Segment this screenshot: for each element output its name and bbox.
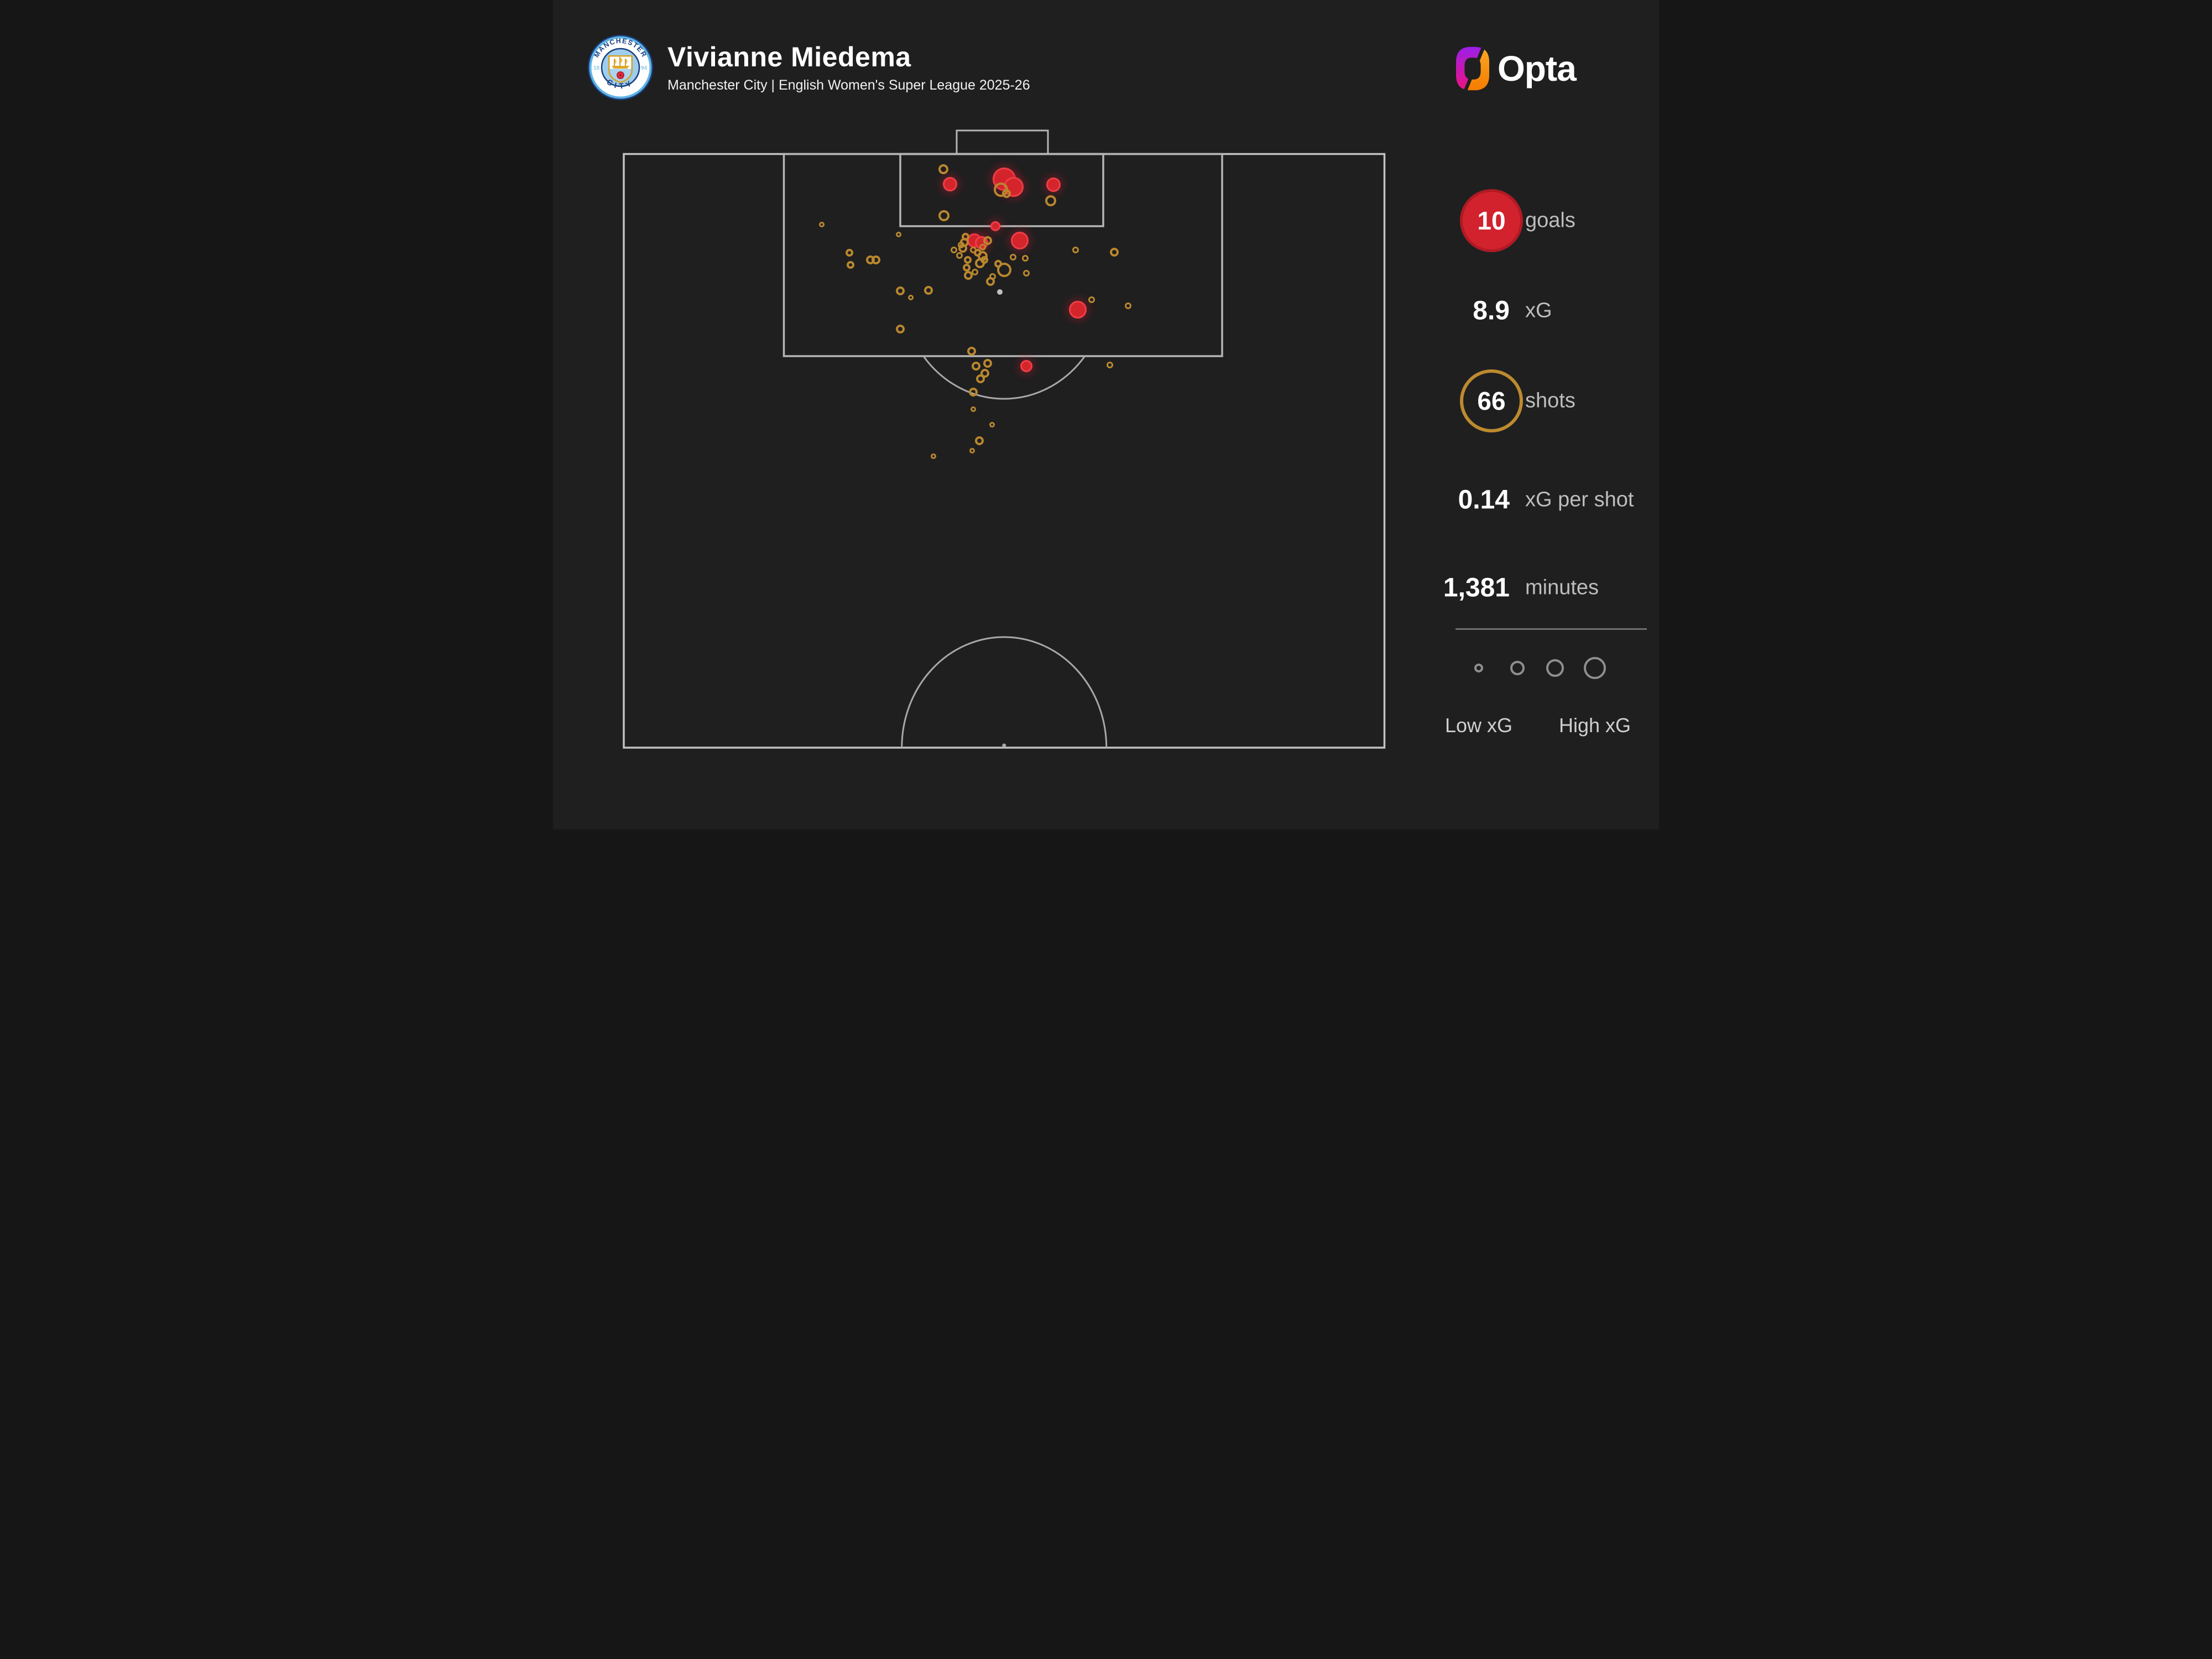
legend-size-circle [1474,664,1483,672]
shot-marker [968,388,978,397]
goal-marker [1010,231,1029,249]
legend-low-label: Low xG [1444,714,1513,737]
legend-size-circle [1546,659,1564,677]
minutes-label: minutes [1525,576,1599,599]
legend-divider [1455,628,1647,630]
goals-value: 10 [1477,206,1506,235]
shot-marker [1002,189,1011,198]
shot-marker [896,324,905,333]
shot-marker [872,255,881,264]
page-title: Vivianne Miedema [667,41,911,72]
centre-circle [901,636,1108,748]
centre-spot [1002,743,1006,748]
shot-marker [957,242,964,249]
shots-label: shots [1525,389,1575,413]
shot-marker [969,447,975,453]
shot-marker [1023,269,1030,276]
shot-marker [1110,248,1119,257]
shot-marker [975,374,985,383]
shot-marker [975,436,984,446]
xg-label: xG [1525,299,1552,322]
shot-marker [896,286,905,296]
shot-marker [895,232,901,238]
legend-size-circle [1584,657,1606,679]
shot-marker [931,453,937,459]
xg-per-shot-label: xG per shot [1525,488,1634,512]
legend-high-label: High xG [1558,714,1631,737]
shot-marker [962,263,971,272]
shot-marker [1106,361,1113,368]
minutes-value: 1,381 [1443,573,1510,603]
shot-marker [983,359,992,368]
shot-marker [938,164,949,175]
shot-marker [983,236,993,245]
shot-marker [967,346,976,356]
shot-marker [964,255,972,264]
shots-stat-ring: 66 [1460,369,1523,432]
goals-stat-circle: 10 [1460,189,1523,252]
goal-marker [1020,360,1032,373]
xg-per-shot-value: 0.14 [1458,485,1510,515]
shot-marker [989,421,995,427]
shot-marker [951,247,958,254]
penalty-arc [922,356,1086,400]
shot-marker [971,269,978,276]
goal-marker [942,176,957,191]
shot-marker [1125,302,1132,310]
shot-marker [989,273,997,280]
shot-marker [938,210,950,222]
goal-marker [1068,300,1087,319]
infographic-canvas: MANCHESTER CITY 18 94 Vivianne Miedema M… [553,0,1659,830]
shot-marker [818,222,825,228]
badge-year-left: 18 [593,65,600,71]
goal-marker [990,221,1001,231]
shot-marker [1045,195,1056,206]
shot-marker [997,262,1011,277]
shot-marker [975,258,985,268]
xg-value: 8.9 [1473,296,1510,326]
shot-marker [970,406,976,413]
pitch-lines [623,129,1386,749]
badge-year-right: 94 [641,65,648,71]
manchester-city-badge: MANCHESTER CITY 18 94 [588,35,653,100]
badge-ship-icon [612,57,629,69]
shot-marker [846,248,854,257]
goal-frame [956,129,1049,155]
shot-marker [1088,296,1095,304]
shot-marker [908,294,914,300]
legend-size-circle [1510,661,1525,675]
shot-marker [979,244,986,251]
shot-marker [980,369,989,378]
gray-dot-marker [997,289,1003,295]
shot-marker [847,261,855,269]
shot-marker [971,362,980,371]
shots-value: 66 [1477,387,1506,415]
shot-marker [1022,254,1029,262]
shot-marker [1009,254,1016,261]
badge-rose-icon [617,71,624,79]
shot-layer [624,154,1385,748]
shot-marker [964,271,973,280]
goal-marker [1046,177,1061,192]
page-subtitle: Manchester City | English Women's Super … [667,77,1030,93]
shot-marker [924,285,933,295]
shot-marker [956,252,963,259]
goals-label: goals [1525,208,1575,232]
opta-wordmark: Opta [1498,49,1577,88]
shot-marker [1072,247,1079,254]
